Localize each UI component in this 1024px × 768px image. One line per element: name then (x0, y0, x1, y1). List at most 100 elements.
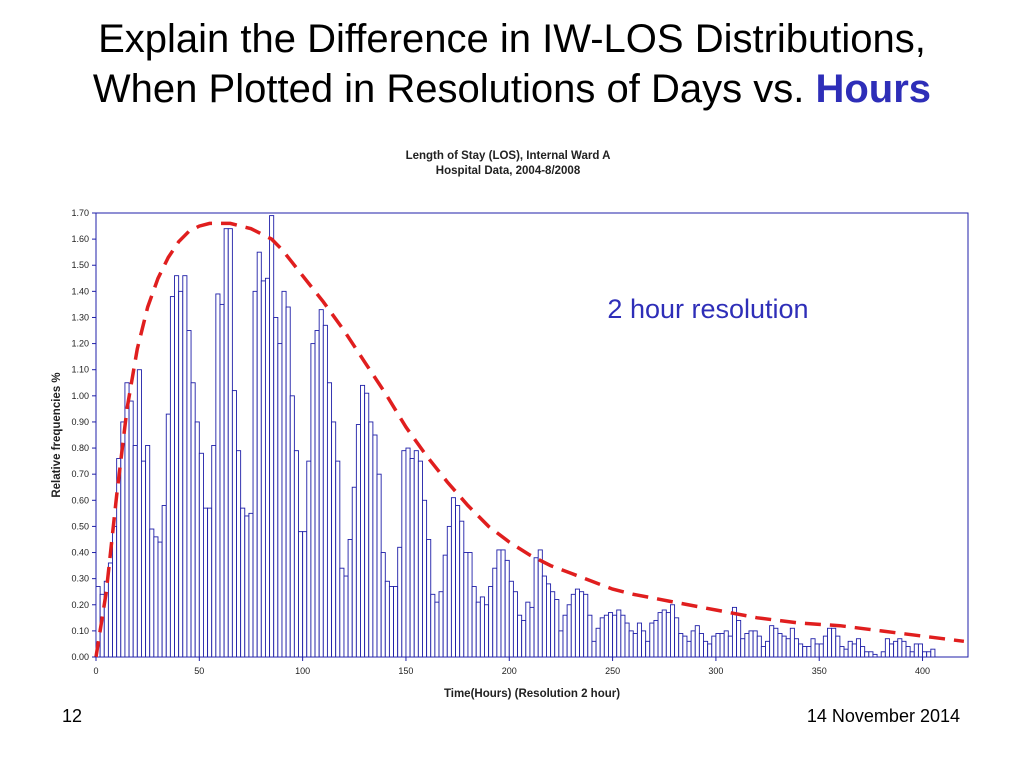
histogram-bars (95, 215, 936, 658)
histogram-bar (533, 557, 539, 658)
histogram-bar (413, 450, 419, 658)
histogram-bar (785, 638, 791, 658)
histogram-bar (624, 622, 630, 658)
histogram-bar (760, 646, 766, 658)
histogram-bar (554, 599, 560, 658)
histogram-bar (868, 651, 874, 658)
histogram-bar (215, 293, 221, 658)
histogram-bar (372, 434, 378, 658)
histogram-bar (773, 627, 779, 658)
histogram-bar (136, 369, 142, 658)
histogram-bar (116, 458, 122, 658)
histogram-bar (901, 640, 907, 658)
histogram-bar (851, 643, 857, 658)
histogram-bar (331, 421, 337, 658)
histogram-bar (765, 640, 771, 658)
y-tick-label: 0.90 (71, 417, 89, 427)
histogram-bar (479, 596, 485, 658)
histogram-bar (227, 228, 233, 658)
histogram-bar (231, 390, 237, 658)
histogram-bar (793, 638, 800, 658)
histogram-bar (674, 617, 680, 658)
histogram-bar (703, 640, 709, 658)
histogram-bar (322, 324, 328, 658)
histogram-bar (802, 646, 808, 658)
histogram-bar (157, 541, 163, 658)
histogram-bar (843, 648, 849, 658)
histogram-bar (917, 643, 923, 658)
y-tick-label: 1.60 (71, 234, 89, 244)
y-tick-label: 0.00 (71, 652, 89, 662)
histogram-bar (128, 400, 134, 658)
histogram-bar (905, 646, 911, 658)
slide-date: 14 November 2014 (806, 706, 960, 726)
histogram-bar (467, 552, 473, 658)
histogram-bar (752, 630, 758, 658)
y-tick-label: 1.00 (71, 391, 89, 401)
histogram-bar (864, 651, 870, 658)
histogram-bar (326, 382, 333, 658)
histogram-bar (889, 643, 895, 658)
histogram-bar (740, 638, 746, 658)
y-tick-label: 0.20 (71, 600, 89, 610)
histogram-bar (756, 635, 762, 658)
histogram-bar (727, 635, 733, 658)
fit-curve (94, 221, 965, 658)
histogram-bar (198, 452, 204, 658)
y-tick-label: 1.70 (71, 208, 89, 218)
histogram-bar (835, 635, 841, 658)
histogram-bar (211, 445, 217, 658)
histogram-bar (913, 643, 919, 658)
histogram-bar (922, 651, 928, 658)
histogram-bar (789, 627, 795, 658)
histogram-bar (649, 622, 655, 658)
histogram-bar (438, 591, 444, 658)
page-number: 12 (62, 706, 83, 726)
chart-subtitle: Hospital Data, 2004-8/2008 (436, 165, 581, 177)
histogram-bar (132, 445, 138, 658)
histogram-bar (141, 460, 147, 658)
histogram-bar (306, 460, 312, 658)
histogram-bar (397, 546, 403, 658)
histogram-bar (182, 275, 188, 658)
histogram-bar (450, 497, 456, 658)
histogram-bar (694, 625, 700, 658)
y-tick-label: 0.60 (71, 495, 89, 505)
histogram-bar (822, 635, 828, 658)
histogram-bar (244, 515, 250, 658)
histogram-bar (145, 445, 151, 658)
histogram-bar (459, 520, 465, 658)
histogram-bar (488, 586, 494, 658)
histogram-bar (558, 630, 564, 658)
histogram-bar (603, 614, 609, 658)
histogram-bar (207, 507, 213, 658)
y-tick-label: 1.10 (71, 365, 89, 375)
histogram-bar (355, 424, 361, 658)
histogram-bar (529, 606, 535, 658)
histogram-bar (665, 612, 671, 658)
histogram-bar (484, 604, 490, 658)
histogram-bar (335, 460, 341, 658)
histogram-bar (926, 651, 932, 658)
y-axis-ticks: 0.00 0.10 0.20 0.30 0.40 0.50 0.60 0.70 0.80 0.90… (71, 208, 96, 662)
histogram-bar (347, 539, 353, 658)
y-tick-label: 1.40 (71, 286, 89, 296)
y-tick-label: 0.80 (71, 443, 89, 453)
histogram-bar (657, 612, 663, 658)
histogram-bar (252, 290, 258, 658)
histogram-bar (632, 633, 638, 658)
histogram-bar (174, 275, 180, 658)
histogram-bar (393, 586, 399, 658)
histogram-bar (285, 306, 291, 658)
histogram-bar (273, 317, 279, 658)
y-tick-label: 1.50 (71, 260, 89, 270)
histogram-bar (537, 549, 543, 658)
histogram-bar (264, 277, 271, 658)
histogram-bar (508, 580, 514, 658)
histogram-bar (880, 651, 886, 658)
x-tick-label: 250 (605, 666, 620, 676)
histogram-bar (240, 507, 246, 658)
histogram-bar (351, 486, 357, 658)
slide-title: Explain the Difference in IW-LOS Distrib… (0, 14, 1024, 114)
